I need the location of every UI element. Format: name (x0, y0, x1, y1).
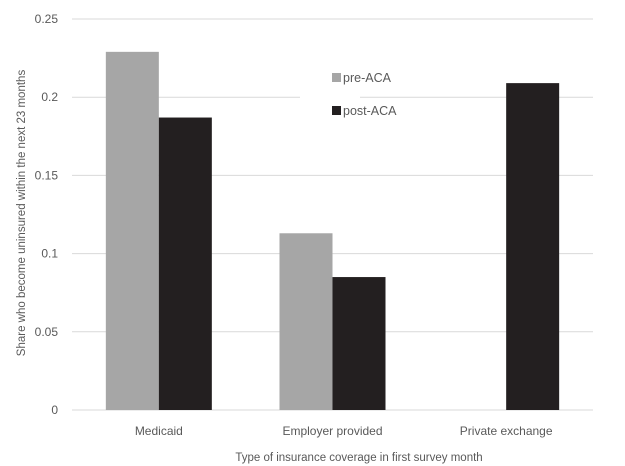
y-axis-label: Share who become uninsured within the ne… (16, 70, 28, 357)
bar-post-aca-employer-provided (332, 277, 386, 410)
legend-background (300, 62, 360, 130)
y-tick-label: 0.1 (41, 247, 58, 261)
y-tick-label: 0.05 (35, 325, 59, 339)
x-tick-label: Medicaid (135, 424, 183, 438)
bars (105, 51, 560, 411)
bar-pre-aca-employer-provided (279, 233, 333, 410)
bar-pre-aca-medicaid (105, 51, 159, 411)
legend-label: pre-ACA (343, 71, 392, 85)
y-tick-label: 0.15 (35, 168, 59, 182)
bar-post-aca-medicaid (158, 117, 212, 411)
x-axis-ticks: Medicaid Employer provided Private exchang… (135, 424, 553, 438)
x-tick-label: Employer provided (282, 424, 382, 438)
legend: pre-ACA post-ACA (300, 62, 397, 130)
legend-swatch (332, 73, 341, 82)
y-axis-ticks: 0 0.05 0.1 0.15 0.2 0.25 (35, 12, 59, 417)
legend-swatch (332, 106, 341, 115)
legend-label: post-ACA (343, 104, 397, 118)
x-tick-label: Private exchange (460, 424, 553, 438)
y-tick-label: 0.2 (41, 90, 58, 104)
y-tick-label: 0.25 (35, 12, 59, 26)
x-axis-label: Type of insurance coverage in first surv… (235, 452, 482, 464)
bar-post-aca-private-exchange (506, 83, 560, 411)
y-tick-label: 0 (51, 403, 58, 417)
